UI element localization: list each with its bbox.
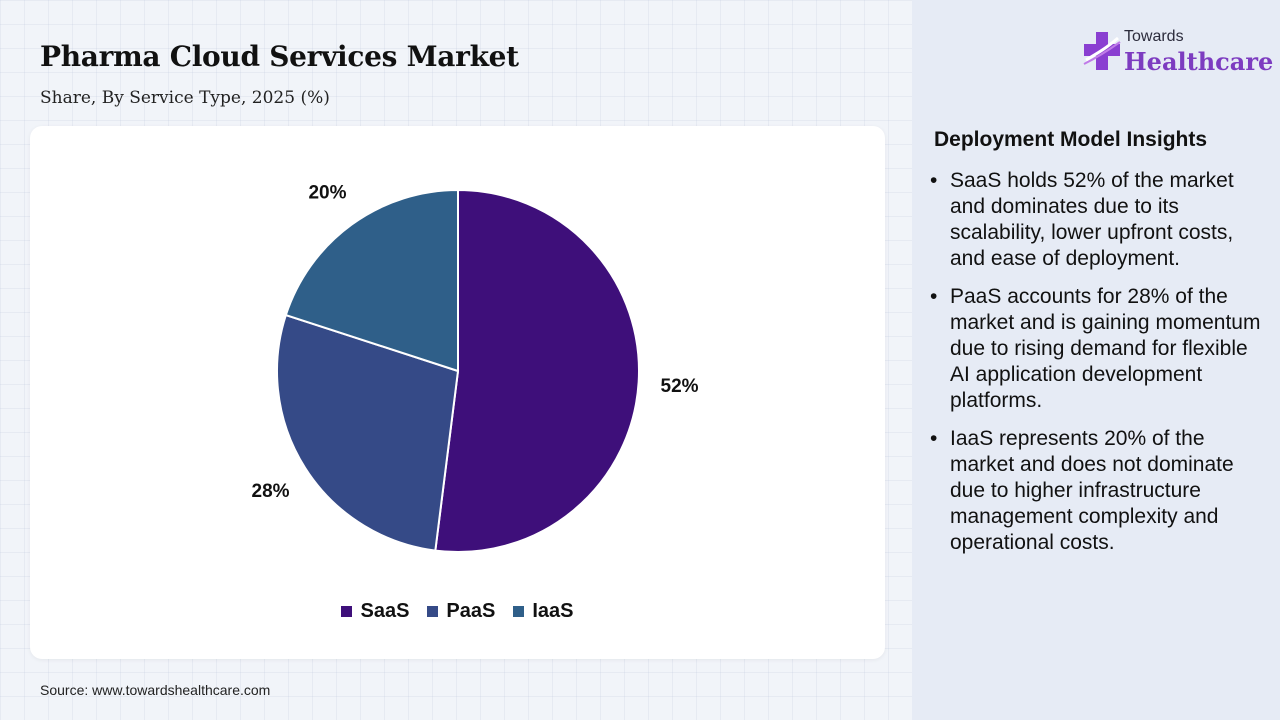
legend-label: IaaS — [532, 600, 574, 622]
insights-title: Deployment Model Insights — [934, 128, 1208, 151]
legend-item-saas: SaaS — [341, 600, 409, 623]
logo-text-towards: Towards — [1124, 28, 1184, 45]
source-note: Source: www.towardshealthcare.com — [40, 682, 271, 698]
legend-item-iaas: IaaS — [513, 600, 574, 623]
insights-panel: Deployment Model Insights • SaaS holds 52… — [912, 0, 1280, 720]
data-label-paas: 28% — [252, 481, 290, 502]
legend-label: PaaS — [446, 600, 496, 622]
chart-card: 52% 28% 20% SaaS PaaS IaaS — [30, 126, 885, 659]
insight-text: SaaS holds 52% of the market and dominat… — [950, 169, 1234, 270]
legend-label: SaaS — [360, 600, 410, 622]
page-title: Pharma Cloud Services Market — [40, 40, 519, 73]
medical-cross-icon — [1083, 32, 1121, 70]
insight-text: PaaS accounts for 28% of the market and … — [950, 285, 1261, 412]
insight-item: • SaaS holds 52% of the market and domina… — [930, 168, 1270, 272]
bullet-icon: • — [930, 427, 938, 450]
pie-slice-saas — [434, 188, 640, 553]
insight-item: • PaaS accounts for 28% of the market and… — [930, 284, 1270, 414]
legend-swatch — [513, 606, 525, 617]
pie-chart: 52% 28% 20% — [252, 182, 699, 553]
bullet-icon: • — [930, 169, 938, 192]
legend-swatch — [427, 606, 439, 617]
chart-legend: SaaS PaaS IaaS — [30, 600, 885, 623]
logo-text-healthcare: Healthcare — [1124, 47, 1274, 76]
chart-section: Pharma Cloud Services Market Share, By S… — [30, 40, 885, 698]
insights-block: Deployment Model Insights • SaaS holds 52… — [930, 128, 1270, 568]
page-subtitle: Share, By Service Type, 2025 (%) — [40, 88, 330, 108]
insight-item: • IaaS represents 20% of the market and d… — [930, 426, 1270, 556]
brand-logo: Towards Healthcare — [1082, 28, 1273, 78]
insight-text: IaaS represents 20% of the market and do… — [950, 427, 1234, 554]
data-label-iaas: 20% — [308, 182, 346, 203]
data-label-saas: 52% — [661, 376, 699, 397]
insights-list: • SaaS holds 52% of the market and domina… — [930, 168, 1270, 556]
bullet-icon: • — [930, 285, 938, 308]
pie-slice-paas — [276, 313, 460, 552]
legend-swatch — [341, 606, 353, 617]
pie-slice-iaas — [284, 188, 459, 373]
legend-item-paas: PaaS — [427, 600, 495, 623]
